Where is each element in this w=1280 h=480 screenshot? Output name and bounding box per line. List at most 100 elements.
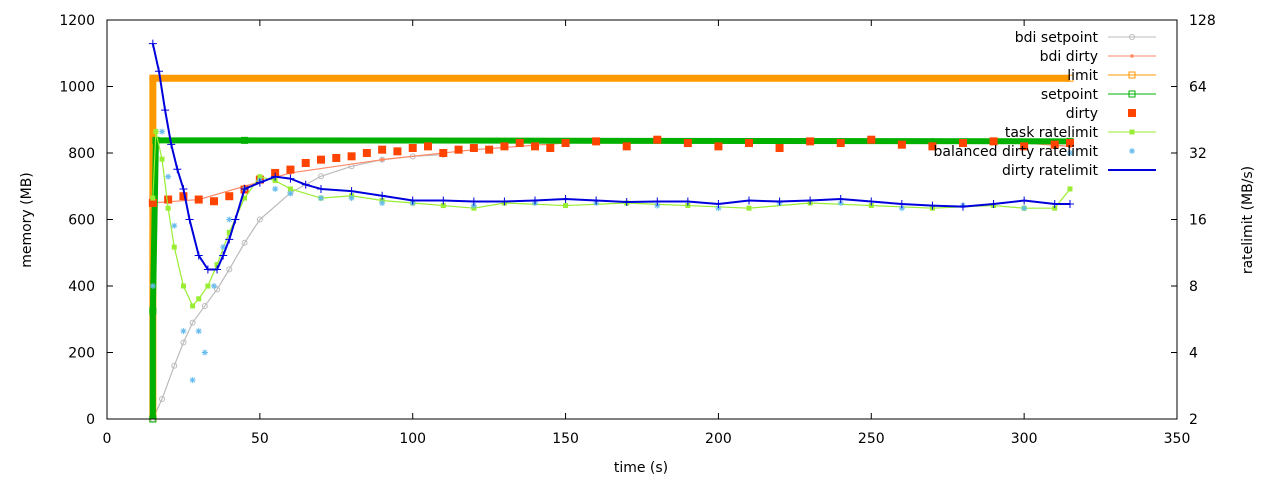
data-point <box>180 339 187 346</box>
data-point <box>1067 150 1073 156</box>
data-point <box>149 307 157 315</box>
data-point <box>470 202 477 209</box>
y2-tick-label: 128 <box>1189 13 1216 29</box>
y2-tick-label: 16 <box>1189 213 1207 229</box>
data-point <box>408 144 417 153</box>
data-point <box>592 196 601 205</box>
x-axis-label: time (s) <box>614 460 668 476</box>
data-point <box>898 205 905 212</box>
data-point <box>1066 74 1074 82</box>
data-point <box>347 187 356 196</box>
y2-tick-label: 64 <box>1189 80 1207 96</box>
data-point <box>469 144 478 153</box>
data-point <box>272 185 279 192</box>
y2-tick-label: 2 <box>1189 412 1198 428</box>
series-setpoint <box>149 136 1074 423</box>
data-point <box>231 215 240 224</box>
data-point <box>454 145 463 154</box>
data-point <box>347 152 356 161</box>
data-point <box>180 328 187 335</box>
plot-area <box>148 39 1074 423</box>
legend-item: balanced dirty ratelimit <box>934 144 1135 160</box>
data-point <box>171 362 178 369</box>
data-point <box>378 191 387 200</box>
data-point <box>241 239 248 246</box>
data-point <box>240 184 249 193</box>
legend-label: task ratelimit <box>1005 125 1099 141</box>
data-point <box>379 200 386 207</box>
x-tick-label: 100 <box>399 431 426 447</box>
legend-label: dirty <box>1066 106 1098 122</box>
data-point <box>500 142 509 151</box>
series-line <box>149 74 1070 419</box>
data-point <box>561 139 570 148</box>
data-point <box>836 139 845 148</box>
legend-label: setpoint <box>1041 87 1099 103</box>
data-point <box>180 283 186 289</box>
data-point <box>622 142 631 151</box>
data-point <box>194 251 203 260</box>
data-point <box>714 142 723 151</box>
legend-item: limit <box>1067 68 1156 84</box>
data-point <box>745 139 753 148</box>
y-tick-label: 1200 <box>59 13 95 29</box>
data-point <box>201 349 208 356</box>
data-point <box>362 149 371 157</box>
data-point <box>1020 142 1029 151</box>
data-point <box>214 262 220 268</box>
y-axis-label: memory (MB) <box>19 172 35 268</box>
legend-item: bdi dirty <box>1040 49 1156 65</box>
legend-label: limit <box>1067 68 1098 84</box>
data-point <box>219 251 228 260</box>
series-dirty-ratelimit <box>148 39 1074 274</box>
data-point <box>561 195 570 204</box>
data-point <box>1021 205 1028 212</box>
data-point <box>653 197 662 206</box>
data-point <box>271 172 280 181</box>
data-point <box>378 145 387 154</box>
data-point <box>317 184 325 193</box>
y-tick-label: 400 <box>68 279 95 295</box>
y-tick-label: 600 <box>68 213 95 229</box>
data-point <box>653 135 662 144</box>
data-point <box>164 195 173 204</box>
data-point <box>286 165 295 174</box>
data-point <box>897 140 906 149</box>
data-point <box>190 303 196 309</box>
data-point <box>515 139 524 148</box>
series-line <box>151 43 1070 271</box>
data-point <box>897 200 906 209</box>
data-point <box>171 244 177 250</box>
data-point <box>286 174 295 183</box>
y-tick-label: 1000 <box>59 80 95 96</box>
data-point <box>317 155 325 164</box>
data-point <box>301 180 310 189</box>
series-bdi-setpoint <box>149 151 447 422</box>
data-point <box>256 216 263 223</box>
data-point <box>439 196 448 205</box>
series-dirty <box>148 135 1074 207</box>
series-limit <box>149 74 1074 423</box>
data-point <box>683 197 692 206</box>
data-point <box>1066 200 1074 209</box>
data-point <box>1050 140 1059 149</box>
data-point <box>1052 205 1058 211</box>
data-point <box>159 396 166 403</box>
legend-marker <box>1130 54 1134 58</box>
data-point <box>203 265 212 274</box>
data-point <box>149 74 157 82</box>
data-point <box>959 139 967 148</box>
data-point <box>171 222 178 229</box>
legend-marker <box>1129 148 1135 154</box>
data-point <box>205 283 211 289</box>
data-point <box>531 142 539 151</box>
y-tick-label: 0 <box>86 412 95 428</box>
y2-axis-label: ratelimit (MB/s) <box>1240 166 1256 274</box>
legend-label: balanced dirty ratelimit <box>934 144 1099 160</box>
x-tick-label: 250 <box>858 431 885 447</box>
data-point <box>220 244 227 251</box>
data-point <box>213 265 222 274</box>
data-point <box>683 139 692 148</box>
legend-marker <box>1129 129 1135 135</box>
data-point <box>255 178 264 187</box>
